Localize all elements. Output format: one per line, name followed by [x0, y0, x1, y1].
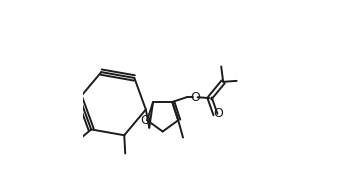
Text: O: O: [140, 114, 150, 127]
Text: O: O: [213, 107, 223, 120]
Text: O: O: [190, 91, 200, 104]
